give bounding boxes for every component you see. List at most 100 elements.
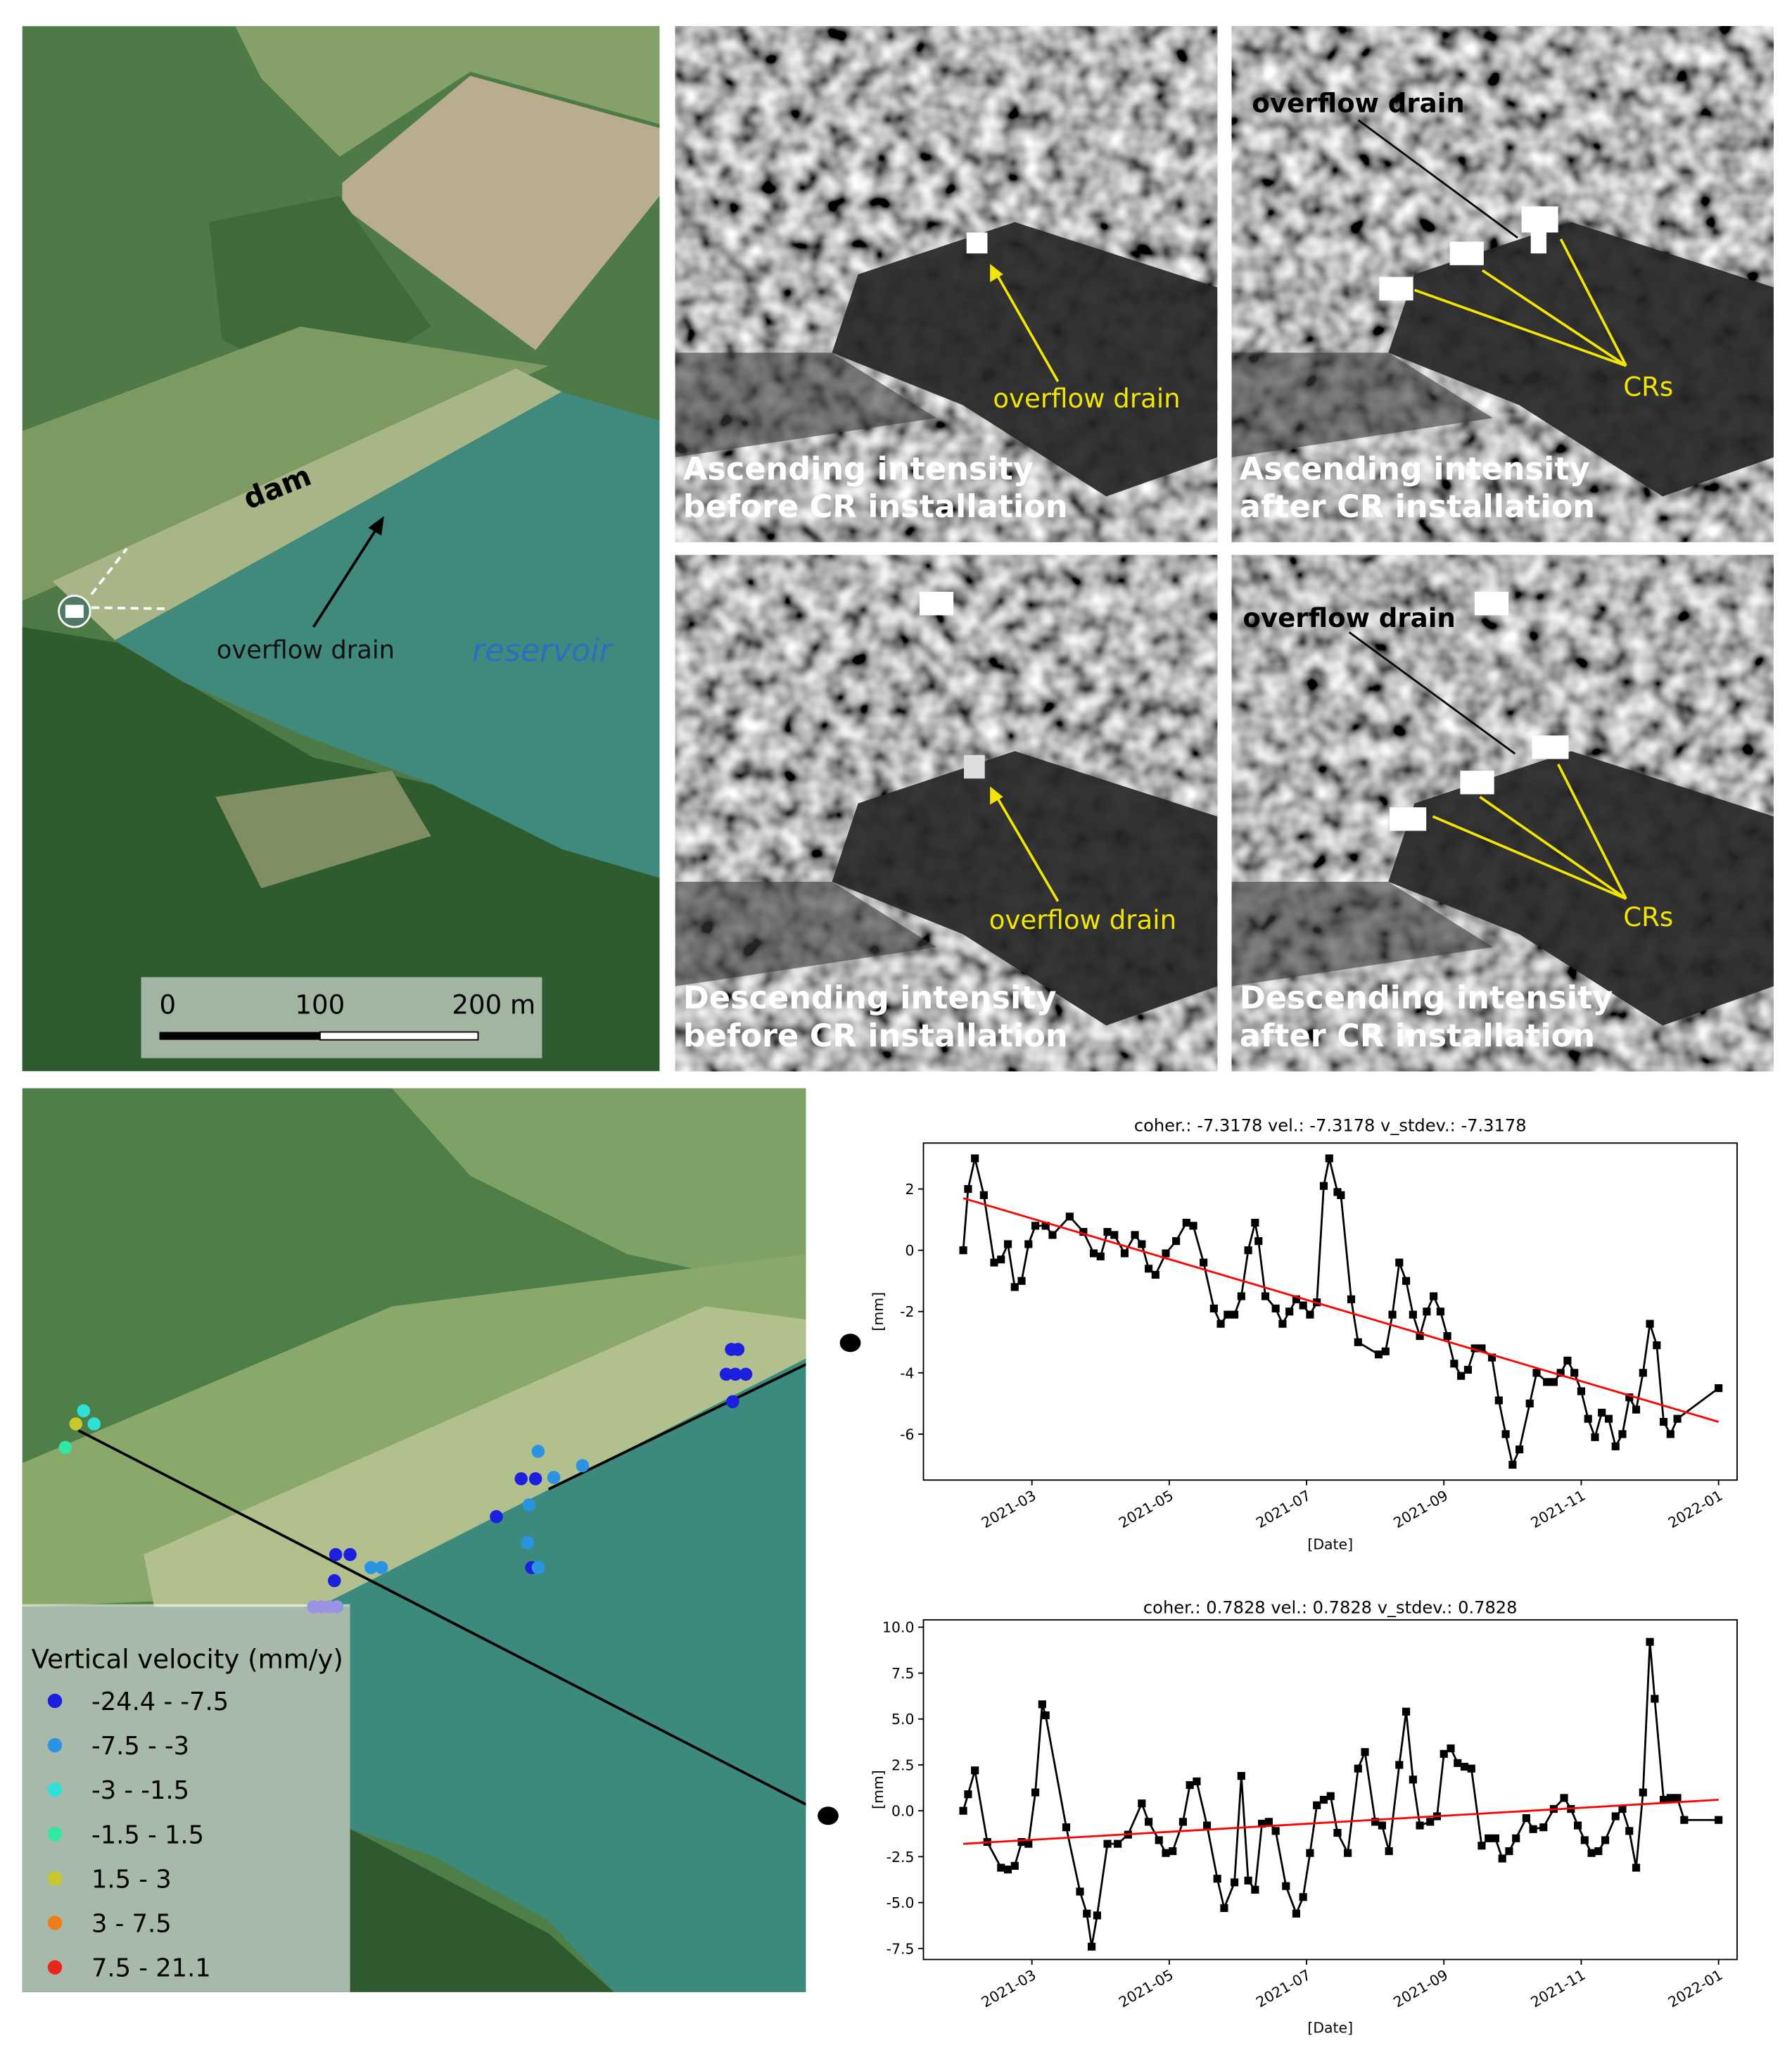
data-point xyxy=(1646,1638,1654,1646)
data-point xyxy=(1271,1827,1280,1835)
data-point xyxy=(1450,1360,1459,1368)
x-tick-label: 2021-07 xyxy=(1253,1966,1314,2011)
data-point xyxy=(1563,1356,1572,1365)
scale-box xyxy=(141,977,542,1058)
data-point xyxy=(1103,1227,1112,1236)
x-tick-label: 2021-05 xyxy=(1116,1966,1176,2011)
data-point xyxy=(1430,1292,1438,1300)
velocity-point xyxy=(327,1574,341,1588)
data-point xyxy=(1088,1942,1096,1951)
reflector xyxy=(1379,277,1413,300)
x-tick-label: 2021-09 xyxy=(1390,1966,1451,2011)
data-point xyxy=(1244,1246,1252,1255)
data-point xyxy=(1423,1308,1431,1316)
legend-label: 3 - 7.5 xyxy=(91,1910,172,1939)
velocity-point xyxy=(330,1600,344,1614)
data-point xyxy=(1632,1405,1641,1414)
data-point xyxy=(1371,1818,1380,1826)
velocity-point xyxy=(547,1471,561,1484)
y-tick-label: 2.5 xyxy=(891,1756,914,1773)
data-point xyxy=(1632,1863,1641,1872)
data-point xyxy=(1573,1821,1582,1830)
data-point xyxy=(1278,1319,1287,1328)
sar-water xyxy=(1388,751,1774,1026)
data-point xyxy=(1299,1301,1307,1310)
data-point xyxy=(1145,1818,1153,1826)
data-point xyxy=(1653,1341,1661,1350)
data-point xyxy=(1010,1283,1019,1291)
data-point xyxy=(1395,1258,1404,1267)
data-point xyxy=(1625,1393,1634,1402)
velocity-point xyxy=(87,1417,101,1431)
data-point xyxy=(1666,1794,1675,1802)
data-point xyxy=(1447,1744,1455,1753)
data-point xyxy=(1251,1885,1259,1894)
dam xyxy=(52,368,562,640)
cr-line xyxy=(1557,764,1627,899)
data-point xyxy=(1254,1237,1263,1246)
data-point xyxy=(1076,1887,1084,1896)
data-point xyxy=(1079,1227,1088,1236)
data-point xyxy=(1162,1249,1170,1258)
data-point xyxy=(1543,1378,1551,1386)
legend-marker xyxy=(47,1737,63,1753)
data-point xyxy=(1271,1304,1280,1312)
annotation: overflow drain xyxy=(993,384,1180,414)
sar-dark xyxy=(675,353,937,457)
data-point xyxy=(1436,1308,1444,1316)
data-point xyxy=(1325,1154,1333,1163)
y-tick-label: 0.0 xyxy=(891,1803,914,1820)
legend-label: -24.4 - -7.5 xyxy=(91,1688,229,1716)
data-point xyxy=(1454,1759,1462,1767)
data-point xyxy=(971,1154,979,1163)
data-point xyxy=(1244,1876,1252,1885)
reflector xyxy=(1460,771,1494,794)
data-point xyxy=(1515,1445,1524,1454)
connector xyxy=(77,1429,806,1806)
y-axis-label: [mm] xyxy=(870,1292,887,1331)
data-point xyxy=(1470,1344,1479,1353)
scale-label: 100 xyxy=(295,990,345,1020)
reservoir-label: reservoir xyxy=(472,632,614,669)
data-point xyxy=(1110,1231,1119,1239)
data-point xyxy=(1003,1240,1012,1248)
annotation: CRs xyxy=(1623,902,1673,932)
arrow xyxy=(1348,631,1516,755)
y-axis-label: [mm] xyxy=(870,1770,887,1809)
connector-end xyxy=(818,1806,839,1825)
data-point xyxy=(1395,1761,1404,1769)
velocity-point xyxy=(490,1509,503,1524)
reflector xyxy=(1474,591,1509,616)
cr-line xyxy=(1559,238,1627,367)
sar-dark xyxy=(1231,353,1493,457)
trend-line xyxy=(962,1197,1720,1423)
sar-dark xyxy=(675,882,937,987)
data-point xyxy=(1587,1849,1596,1857)
data-point xyxy=(964,1790,972,1799)
data-point xyxy=(1467,1764,1475,1773)
arrow xyxy=(312,524,380,628)
velocity-point xyxy=(522,1498,536,1512)
data-point xyxy=(1344,1849,1352,1857)
data-point xyxy=(1601,1836,1610,1844)
data-point xyxy=(1659,1417,1668,1426)
chart-title: coher.: -7.3178 vel.: -7.3178 v_stdev.: … xyxy=(1134,1116,1527,1136)
data-point xyxy=(1639,1788,1647,1797)
data-point xyxy=(1333,1828,1342,1837)
data-point xyxy=(1512,1834,1520,1842)
velocity-point xyxy=(343,1547,357,1562)
cr-line xyxy=(1432,815,1627,900)
annotation: overflow drain xyxy=(1243,603,1455,633)
reflector xyxy=(1521,206,1558,233)
x-tick-label: 2021-07 xyxy=(1253,1487,1314,1531)
data-point xyxy=(1010,1861,1019,1870)
dash xyxy=(90,547,128,595)
data-point xyxy=(1440,1749,1448,1758)
data-point xyxy=(1560,1794,1568,1802)
data-point xyxy=(1485,1834,1493,1842)
data-point xyxy=(1213,1875,1221,1883)
